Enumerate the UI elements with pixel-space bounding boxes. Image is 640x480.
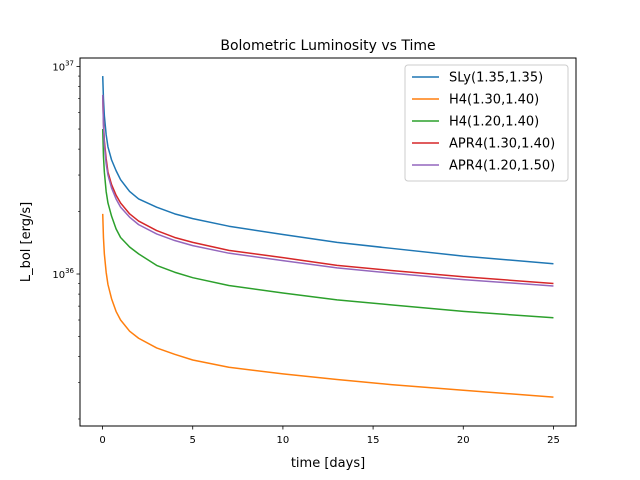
series-line [101,213,554,398]
x-axis-label: time [days] [291,456,365,471]
legend-label: APR4(1.20,1.50) [449,159,555,174]
legend: SLy(1.35,1.35) H4(1.30,1.40) H4(1.20,1.40)… [404,64,569,182]
series-line [101,129,554,319]
legend-label: H4(1.30,1.40) [449,93,539,108]
legend-label: H4(1.20,1.40) [449,115,539,130]
x-tick-label: 5 [190,435,196,446]
x-tick-label: 10 [277,435,290,446]
legend-label: APR4(1.30,1.40) [449,137,555,152]
y-tick-label: 1037 [52,60,74,74]
legend-label: SLy(1.35,1.35) [449,71,543,86]
x-tick-label: 0 [99,435,105,446]
y-tick-label: 1036 [52,267,74,281]
x-tick-label: 25 [547,435,560,446]
plot-area [101,76,554,398]
series-line [101,94,554,287]
series-line [101,76,554,265]
x-tick-label: 20 [457,435,470,446]
x-tick-label: 15 [367,435,380,446]
axes-frame [79,57,577,427]
chart-title: Bolometric Luminosity vs Time [220,38,435,54]
legend-box [404,64,569,182]
y-axis-label: L_bol [erg/s] [19,202,34,282]
